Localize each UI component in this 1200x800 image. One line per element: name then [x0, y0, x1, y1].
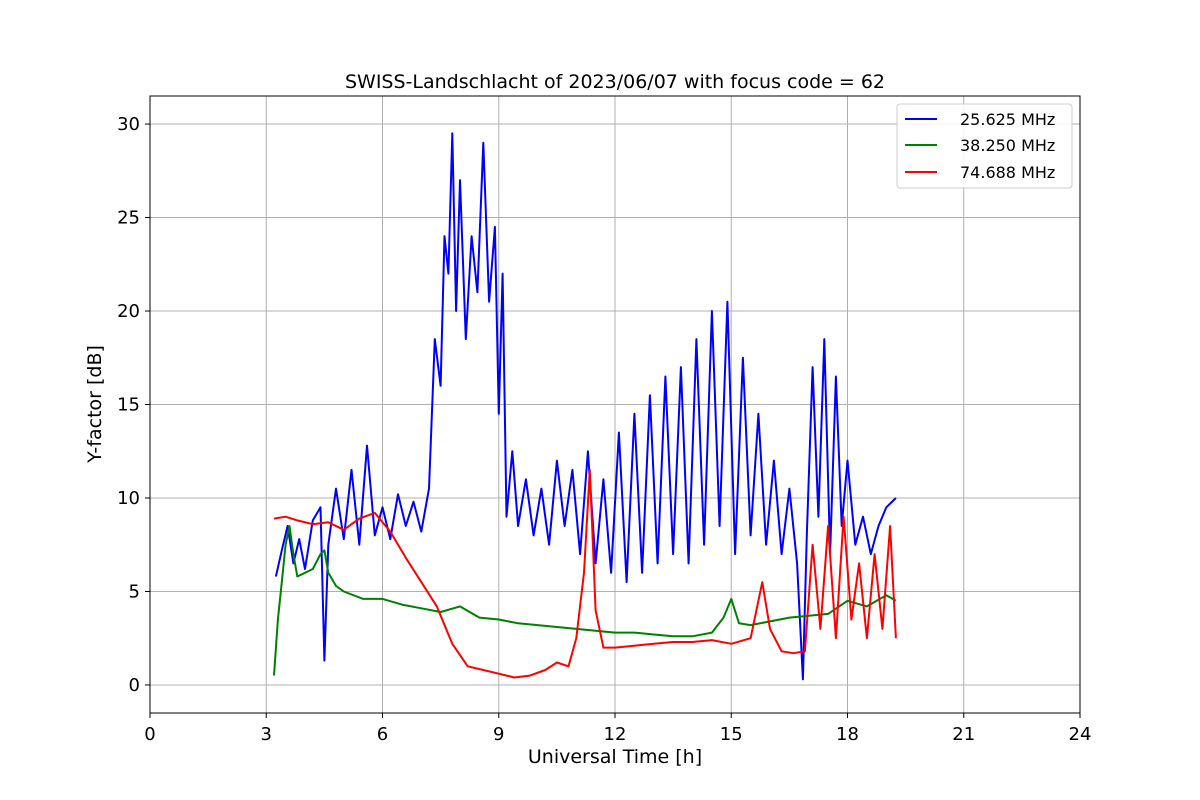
y-tick-label: 10 — [117, 488, 140, 509]
series-line-2 — [273, 468, 897, 679]
tick-labels: 0 3 6 9 12 15 18 21 24 0 5 10 15 20 25 30 — [117, 114, 1091, 745]
y-tick-label: 25 — [117, 208, 140, 229]
y-tick-label: 5 — [129, 581, 140, 602]
x-tick-label: 9 — [493, 724, 504, 745]
legend-label-38mhz: 38.250 MHz — [960, 136, 1055, 155]
y-tick-label: 30 — [117, 114, 140, 135]
x-tick-label: 3 — [261, 724, 272, 745]
x-tick-label: 15 — [720, 724, 743, 745]
y-tick-label: 0 — [129, 675, 140, 696]
series-layer — [273, 132, 897, 681]
x-tick-label: 12 — [604, 724, 627, 745]
x-tick-label: 21 — [952, 724, 975, 745]
x-tick-label: 0 — [144, 724, 155, 745]
x-tick-label: 24 — [1069, 724, 1092, 745]
x-tick-label: 18 — [836, 724, 859, 745]
ticks — [145, 123, 1081, 718]
y-tick-label: 20 — [117, 301, 140, 322]
y-axis-label: Y-factor [dB] — [84, 345, 106, 464]
series-line-0 — [274, 132, 897, 681]
legend-box — [896, 103, 1073, 189]
chart-title: SWISS-Landschlacht of 2023/06/07 with fo… — [345, 71, 885, 93]
legend-label-74mhz: 74.688 MHz — [960, 163, 1055, 182]
series-line-1 — [273, 525, 897, 676]
y-tick-label: 15 — [117, 395, 140, 416]
legend-label-25mhz: 25.625 MHz — [960, 110, 1055, 129]
x-axis-label: Universal Time [h] — [528, 746, 702, 768]
x-tick-label: 6 — [377, 724, 388, 745]
legend: 25.625 MHz 38.250 MHz 74.688 MHz — [896, 103, 1073, 189]
